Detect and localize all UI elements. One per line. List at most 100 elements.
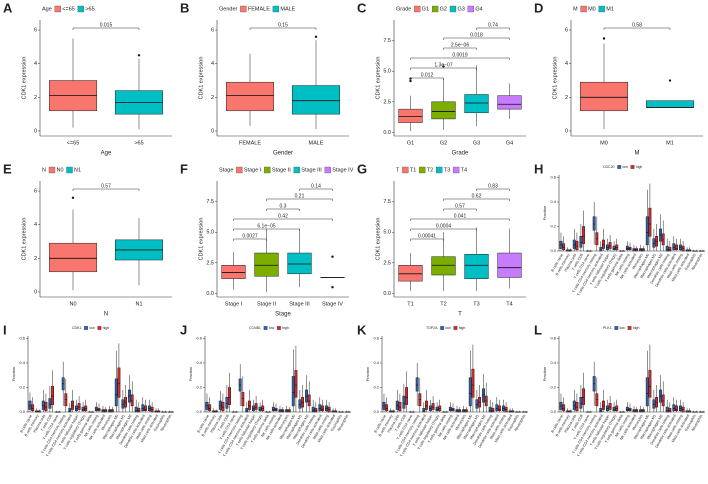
p-value: 6.1e−05 bbox=[257, 223, 275, 229]
y-axis-label: Fraction bbox=[11, 367, 16, 381]
panel-label: I bbox=[3, 322, 7, 337]
p-value: 0.3 bbox=[280, 203, 287, 209]
comparison-bracket bbox=[72, 188, 140, 191]
panel: B Gender FEMALE MALE 0 2 4 6 CDK1 expression FEMA… bbox=[180, 0, 349, 157]
box bbox=[468, 377, 472, 407]
panel-label: K bbox=[357, 322, 367, 337]
comparison-bracket bbox=[410, 57, 510, 60]
y-tick-label: 0.2 bbox=[19, 385, 25, 390]
box bbox=[475, 399, 479, 409]
x-tick-label: Stage II bbox=[257, 301, 276, 307]
x-tick-label: G3 bbox=[473, 140, 480, 146]
legend-key bbox=[617, 165, 622, 169]
legend-key bbox=[630, 165, 635, 169]
box bbox=[652, 399, 656, 409]
box bbox=[228, 387, 231, 405]
legend-key bbox=[452, 166, 460, 174]
box bbox=[498, 405, 501, 412]
box bbox=[572, 239, 576, 249]
legend-label: high bbox=[459, 326, 466, 330]
y-tick-label: 0.4 bbox=[550, 360, 556, 365]
legend-key bbox=[276, 326, 281, 330]
box bbox=[602, 239, 605, 249]
y-tick-label: 0.0 bbox=[19, 409, 25, 414]
box bbox=[385, 404, 389, 412]
box bbox=[579, 397, 583, 409]
box bbox=[625, 245, 629, 251]
legend-key bbox=[264, 166, 271, 174]
legend-title: M bbox=[573, 6, 578, 12]
y-tick-label: 2 bbox=[34, 256, 37, 262]
p-value: 0.57 bbox=[455, 203, 465, 209]
box bbox=[672, 404, 676, 412]
box bbox=[675, 405, 678, 412]
y-axis-label: CDK1 expression bbox=[375, 57, 381, 100]
comparison-bracket bbox=[476, 27, 510, 30]
box bbox=[81, 406, 85, 412]
outlier bbox=[314, 35, 318, 39]
legend-key bbox=[449, 5, 457, 13]
x-tick-label: MALE bbox=[309, 140, 324, 146]
legend-label: low bbox=[445, 326, 451, 330]
legend-key bbox=[48, 166, 56, 174]
legend-key bbox=[66, 166, 73, 174]
legend-label: FEMALE bbox=[248, 6, 270, 12]
box bbox=[672, 243, 676, 251]
legend-label: low bbox=[269, 326, 275, 330]
x-tick-label: N0 bbox=[69, 301, 76, 307]
legend-key bbox=[453, 326, 458, 330]
box bbox=[599, 408, 603, 413]
comparison-bracket bbox=[443, 37, 510, 40]
box bbox=[471, 368, 475, 398]
legend-label: T2 bbox=[427, 167, 433, 173]
comparison-bracket bbox=[299, 188, 333, 191]
y-tick-label: 0.6 bbox=[550, 175, 556, 180]
legend-key bbox=[627, 326, 632, 330]
x-tick-label: >65 bbox=[134, 140, 143, 146]
box bbox=[287, 252, 312, 275]
x-tick-label: G2 bbox=[440, 140, 447, 146]
legend-key bbox=[236, 166, 243, 174]
legend-key bbox=[414, 5, 421, 13]
legend-title: N bbox=[42, 167, 46, 173]
box bbox=[137, 408, 141, 413]
comparison-bracket bbox=[410, 228, 477, 231]
y-tick-label: 6 bbox=[34, 28, 37, 34]
x-tick-label: G4 bbox=[506, 140, 513, 146]
y-tick-label: 2 bbox=[565, 95, 568, 101]
legend-label: G3 bbox=[457, 6, 464, 12]
x-tick-label: FEMALE bbox=[239, 140, 261, 146]
legend-key bbox=[272, 5, 280, 13]
y-tick-label: 0 bbox=[211, 128, 214, 134]
p-value: 0.018 bbox=[470, 32, 483, 38]
legend-key bbox=[84, 326, 88, 330]
x-axis-label: Grade bbox=[452, 151, 469, 157]
box bbox=[612, 245, 616, 251]
panel: G T T1 T2 T3 T4 0.0 2.5 5.0 7.5 CDK1 expression T1 T… bbox=[357, 161, 526, 318]
panel-label: H bbox=[534, 161, 543, 176]
p-value: 0.0027 bbox=[242, 233, 258, 239]
box bbox=[311, 406, 315, 413]
y-axis-label: Fraction bbox=[542, 206, 547, 220]
legend-label: <=65 bbox=[62, 6, 75, 12]
box bbox=[314, 408, 318, 413]
comparison-bracket bbox=[72, 27, 140, 30]
box bbox=[464, 254, 489, 279]
box bbox=[575, 240, 579, 251]
legend-title: Gender bbox=[219, 6, 238, 12]
legend-key bbox=[240, 5, 247, 13]
x-tick-label: M1 bbox=[666, 140, 674, 146]
box bbox=[422, 408, 426, 413]
y-tick-label: 2 bbox=[34, 95, 37, 101]
box bbox=[68, 408, 72, 413]
box bbox=[48, 242, 98, 273]
y-tick-label: 0.0 bbox=[550, 409, 556, 414]
x-tick-label: T4 bbox=[506, 301, 512, 307]
p-value: 0.00041 bbox=[418, 233, 436, 239]
legend-label: Stage IV bbox=[332, 167, 353, 173]
box bbox=[431, 403, 435, 410]
p-value: 0.0004 bbox=[436, 223, 452, 229]
comparison-bracket bbox=[266, 208, 300, 211]
